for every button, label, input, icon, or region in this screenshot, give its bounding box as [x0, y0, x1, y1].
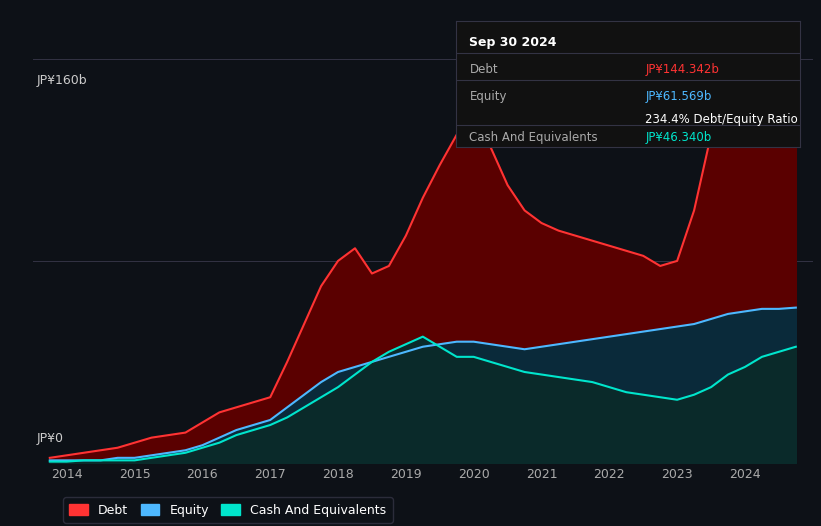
Text: JP¥160b: JP¥160b — [37, 74, 87, 87]
Text: 234.4% Debt/Equity Ratio: 234.4% Debt/Equity Ratio — [645, 113, 798, 126]
Text: Equity: Equity — [470, 90, 507, 104]
Text: JP¥144.342b: JP¥144.342b — [645, 63, 719, 76]
Legend: Debt, Equity, Cash And Equivalents: Debt, Equity, Cash And Equivalents — [63, 498, 392, 523]
Text: Cash And Equivalents: Cash And Equivalents — [470, 131, 598, 144]
Text: Sep 30 2024: Sep 30 2024 — [470, 36, 557, 49]
Text: JP¥61.569b: JP¥61.569b — [645, 90, 712, 104]
Text: JP¥46.340b: JP¥46.340b — [645, 131, 712, 144]
Text: JP¥0: JP¥0 — [37, 432, 64, 445]
Text: Debt: Debt — [470, 63, 498, 76]
